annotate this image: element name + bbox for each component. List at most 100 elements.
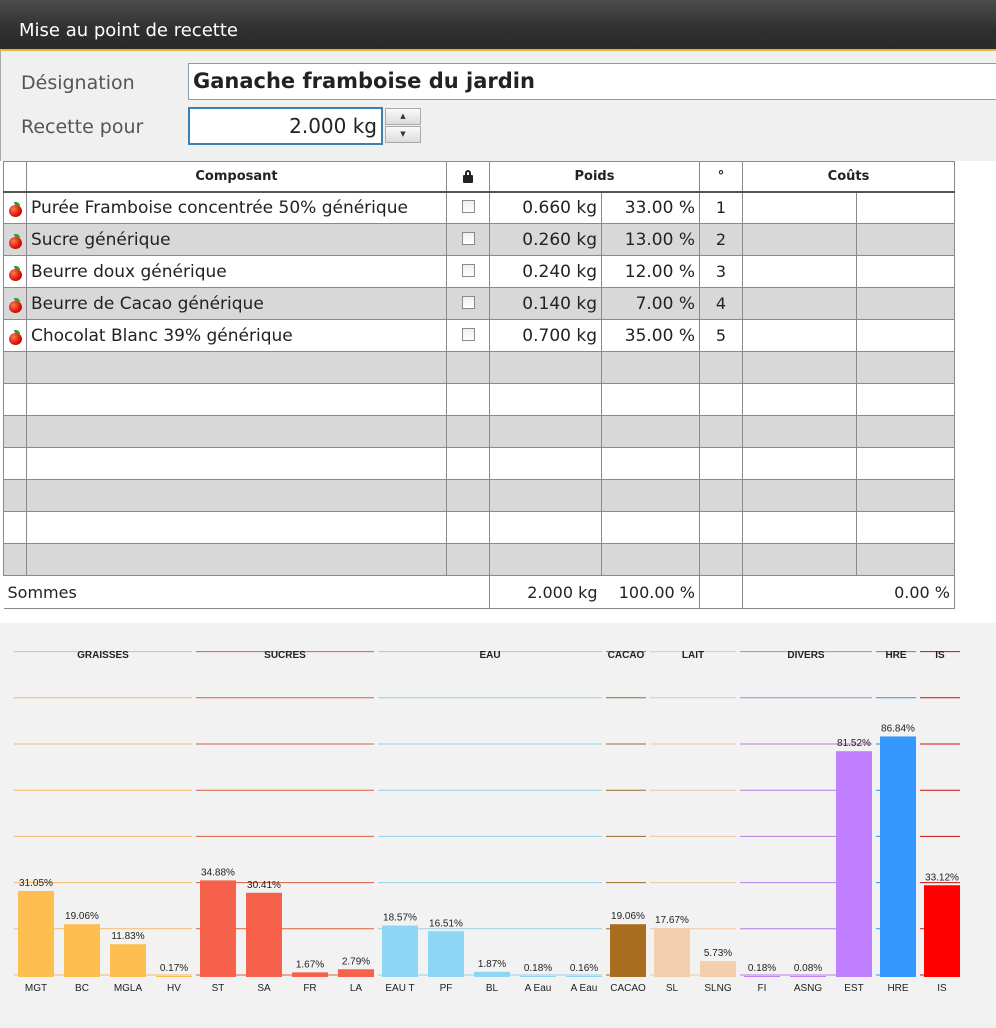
grid-cell[interactable] [446,351,490,384]
grid-cell[interactable] [856,351,955,384]
grid-cell[interactable] [742,511,857,544]
grid-cell[interactable] [3,543,27,576]
grid-cell[interactable] [3,511,27,544]
table-row-empty[interactable] [3,447,955,480]
grid-cell[interactable] [856,543,955,576]
grid-cell[interactable] [699,383,743,416]
cost-cell[interactable] [856,255,955,288]
table-row-empty[interactable] [3,511,955,544]
component-rank[interactable]: 2 [699,223,743,256]
grid-cell[interactable] [26,351,447,384]
lock-checkbox[interactable] [461,200,475,214]
grid-cell[interactable] [26,479,447,512]
component-weight[interactable]: 0.660 kg [489,191,602,224]
header-composant[interactable]: Composant [26,161,447,193]
cost-cell[interactable] [742,223,857,256]
table-row[interactable]: Beurre doux générique 0.240 kg 12.00 % 3 [3,255,955,288]
component-weight[interactable]: 0.260 kg [489,223,602,256]
table-row[interactable]: Purée Framboise concentrée 50% générique… [3,191,955,224]
component-name[interactable]: Sucre générique [26,223,447,256]
grid-cell[interactable] [489,415,602,448]
grid-cell[interactable] [601,415,700,448]
grid-cell[interactable] [601,447,700,480]
grid-cell[interactable] [489,447,602,480]
designation-input[interactable]: Ganache framboise du jardin [188,63,996,100]
table-row-empty[interactable] [3,383,955,416]
component-percent[interactable]: 12.00 % [601,255,700,288]
grid-cell[interactable] [3,383,27,416]
cost-cell[interactable] [742,319,857,352]
table-row[interactable]: Sucre générique 0.260 kg 13.00 % 2 [3,223,955,256]
grid-cell[interactable] [446,479,490,512]
grid-cell[interactable] [446,415,490,448]
grid-cell[interactable] [446,383,490,416]
grid-cell[interactable] [699,447,743,480]
grid-cell[interactable] [3,447,27,480]
component-name[interactable]: Beurre doux générique [26,255,447,288]
grid-cell[interactable] [699,479,743,512]
grid-cell[interactable] [489,479,602,512]
grid-cell[interactable] [699,543,743,576]
component-weight[interactable]: 0.240 kg [489,255,602,288]
component-rank[interactable]: 1 [699,191,743,224]
grid-cell[interactable] [742,351,857,384]
grid-cell[interactable] [856,447,955,480]
grid-cell[interactable] [446,543,490,576]
grid-cell[interactable] [26,543,447,576]
grid-cell[interactable] [742,543,857,576]
component-weight[interactable]: 0.700 kg [489,319,602,352]
component-weight[interactable]: 0.140 kg [489,287,602,320]
grid-cell[interactable] [489,383,602,416]
component-percent[interactable]: 33.00 % [601,191,700,224]
table-row-empty[interactable] [3,543,955,576]
spin-up-button[interactable]: ▲ [385,108,421,125]
header-poids[interactable]: Poids [489,161,700,193]
grid-cell[interactable] [26,511,447,544]
component-name[interactable]: Chocolat Blanc 39% générique [26,319,447,352]
grid-cell[interactable] [856,511,955,544]
lock-checkbox[interactable] [461,328,475,341]
grid-cell[interactable] [3,479,27,512]
component-rank[interactable]: 5 [699,319,743,352]
cost-cell[interactable] [856,223,955,256]
component-rank[interactable]: 3 [699,255,743,288]
header-couts[interactable]: Coûts [742,161,955,193]
lock-checkbox[interactable] [461,232,475,245]
table-row-empty[interactable] [3,351,955,384]
grid-cell[interactable] [26,447,447,480]
grid-cell[interactable] [601,383,700,416]
recette-quantity-input[interactable]: 2.000 kg [188,107,383,145]
component-name[interactable]: Purée Framboise concentrée 50% générique [26,191,447,224]
grid-cell[interactable] [446,447,490,480]
component-name[interactable]: Beurre de Cacao générique [26,287,447,320]
grid-cell[interactable] [742,415,857,448]
cost-cell[interactable] [856,319,955,352]
grid-cell[interactable] [856,383,955,416]
grid-cell[interactable] [742,479,857,512]
header-lock[interactable] [446,161,490,193]
header-rank[interactable]: ° [699,161,743,193]
cost-cell[interactable] [742,287,857,320]
grid-cell[interactable] [856,479,955,512]
grid-cell[interactable] [26,383,447,416]
grid-cell[interactable] [699,415,743,448]
grid-cell[interactable] [601,351,700,384]
spin-down-button[interactable]: ▼ [385,126,421,143]
grid-cell[interactable] [601,543,700,576]
component-percent[interactable]: 7.00 % [601,287,700,320]
table-row[interactable]: Chocolat Blanc 39% générique 0.700 kg 35… [3,319,955,352]
grid-cell[interactable] [489,543,602,576]
component-rank[interactable]: 4 [699,287,743,320]
component-percent[interactable]: 35.00 % [601,319,700,352]
cost-cell[interactable] [742,191,857,224]
grid-cell[interactable] [446,511,490,544]
component-percent[interactable]: 13.00 % [601,223,700,256]
grid-cell[interactable] [601,511,700,544]
table-row-empty[interactable] [3,479,955,512]
cost-cell[interactable] [742,255,857,288]
lock-checkbox[interactable] [461,264,475,277]
grid-cell[interactable] [3,351,27,384]
grid-cell[interactable] [3,415,27,448]
table-row[interactable]: Beurre de Cacao générique 0.140 kg 7.00 … [3,287,955,320]
table-row-empty[interactable] [3,415,955,448]
